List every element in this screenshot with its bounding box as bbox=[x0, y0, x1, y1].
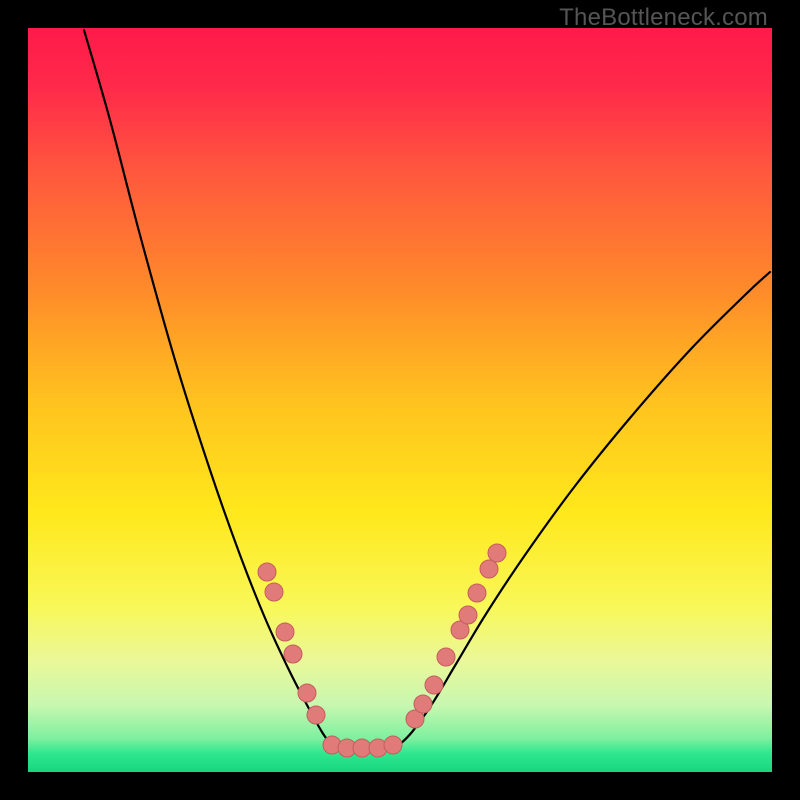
curve-path bbox=[84, 30, 770, 746]
data-point bbox=[258, 563, 276, 581]
data-point bbox=[384, 736, 402, 754]
data-point bbox=[468, 584, 486, 602]
data-point bbox=[276, 623, 294, 641]
data-point bbox=[353, 739, 371, 757]
data-point bbox=[488, 544, 506, 562]
data-point bbox=[480, 560, 498, 578]
data-point bbox=[307, 706, 325, 724]
data-point bbox=[265, 583, 283, 601]
data-point bbox=[414, 695, 432, 713]
data-point bbox=[425, 676, 443, 694]
bottleneck-curve bbox=[0, 0, 800, 800]
curve-data-points bbox=[258, 544, 506, 757]
data-point bbox=[459, 606, 477, 624]
data-point bbox=[298, 684, 316, 702]
data-point bbox=[437, 648, 455, 666]
data-point bbox=[284, 645, 302, 663]
